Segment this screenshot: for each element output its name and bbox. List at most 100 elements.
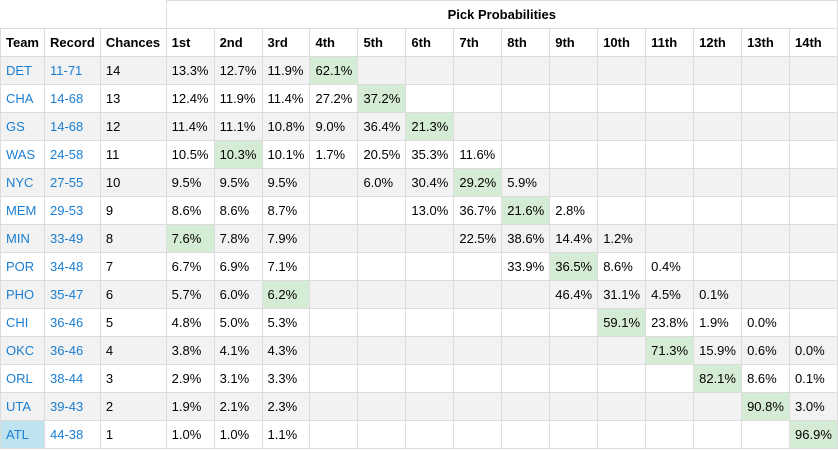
probability-cell bbox=[789, 280, 838, 309]
probability-cell bbox=[597, 196, 647, 225]
probability-cell bbox=[549, 420, 599, 449]
column-header: Chances bbox=[99, 28, 167, 57]
probability-cell bbox=[357, 420, 407, 449]
team-link[interactable]: MIN bbox=[6, 231, 30, 246]
probability-cell bbox=[357, 308, 407, 337]
record-link[interactable]: 34-48 bbox=[50, 259, 84, 274]
team-link[interactable]: MEM bbox=[6, 203, 37, 218]
record-link[interactable]: 11-71 bbox=[50, 63, 83, 78]
record-cell: 36-46 bbox=[44, 336, 101, 365]
probability-cell bbox=[741, 140, 791, 169]
table-row: MEM 29-53 9 8.6% 8.6% 8.7% 13.0% 36.7% 21.6% 2.8% bbox=[0, 196, 838, 225]
probability-cell: 1.0% bbox=[165, 420, 215, 449]
probability-cell: 8.6% bbox=[213, 196, 263, 225]
team-link[interactable]: ATL bbox=[6, 427, 29, 442]
probability-cell: 1.9% bbox=[693, 308, 743, 337]
probability-cell bbox=[501, 280, 551, 309]
probability-cell: 59.1% bbox=[597, 308, 647, 337]
record-link[interactable]: 44-38 bbox=[50, 427, 84, 442]
table-row: PHO 35-47 6 5.7% 6.0% 6.2% 46.4% 31.1% 4.5% 0.1% bbox=[0, 280, 838, 309]
record-link[interactable]: 36-46 bbox=[50, 315, 84, 330]
team-link[interactable]: PHO bbox=[6, 287, 35, 302]
probability-cell bbox=[501, 336, 551, 365]
table-body: DET 11-71 14 13.3% 12.7% 11.9% 62.1% CHA 14-68 13… bbox=[0, 56, 838, 449]
table-row: WAS 24-58 11 10.5% 10.3% 10.1% 1.7% 20.5% 35.3% 1… bbox=[0, 140, 838, 169]
probability-cell bbox=[549, 140, 599, 169]
team-link[interactable]: CHA bbox=[6, 91, 34, 106]
probability-cell bbox=[405, 84, 455, 113]
probability-cell bbox=[549, 308, 599, 337]
column-header: 14th bbox=[789, 28, 838, 57]
team-cell: ORL bbox=[0, 364, 45, 393]
probability-cell: 10.1% bbox=[261, 140, 311, 169]
probability-cell bbox=[597, 336, 647, 365]
probability-cell: 2.1% bbox=[213, 392, 263, 421]
record-link[interactable]: 14-68 bbox=[50, 91, 84, 106]
team-link[interactable]: ORL bbox=[6, 371, 33, 386]
probability-cell: 9.0% bbox=[309, 112, 359, 141]
team-cell: UTA bbox=[0, 392, 45, 421]
team-link[interactable]: DET bbox=[6, 63, 32, 78]
column-header-row: Team Record Chances 1st 2nd 3rd 4th 5th 6th 7th 8t… bbox=[0, 28, 838, 57]
team-link[interactable]: GS bbox=[6, 119, 25, 134]
record-cell: 14-68 bbox=[44, 84, 101, 113]
probability-cell: 27.2% bbox=[309, 84, 359, 113]
team-link[interactable]: WAS bbox=[6, 147, 36, 162]
probability-cell: 0.1% bbox=[693, 280, 743, 309]
record-link[interactable]: 14-68 bbox=[50, 119, 84, 134]
record-cell: 33-49 bbox=[44, 224, 101, 253]
probability-cell bbox=[453, 364, 503, 393]
table-row: GS 14-68 12 11.4% 11.1% 10.8% 9.0% 36.4% 21.3% bbox=[0, 112, 838, 141]
probability-cell: 21.6% bbox=[501, 196, 551, 225]
probability-cell: 11.4% bbox=[165, 112, 215, 141]
probability-cell bbox=[357, 196, 407, 225]
column-header: 10th bbox=[597, 28, 647, 57]
probability-cell bbox=[453, 308, 503, 337]
record-cell: 44-38 bbox=[44, 420, 101, 449]
record-cell: 27-55 bbox=[44, 168, 101, 197]
record-link[interactable]: 24-58 bbox=[50, 147, 84, 162]
record-link[interactable]: 29-53 bbox=[50, 203, 84, 218]
record-link[interactable]: 38-44 bbox=[50, 371, 84, 386]
probability-cell: 1.7% bbox=[309, 140, 359, 169]
probability-cell bbox=[789, 140, 838, 169]
team-link[interactable]: UTA bbox=[6, 399, 32, 414]
record-link[interactable]: 35-47 bbox=[50, 287, 84, 302]
probability-cell bbox=[549, 168, 599, 197]
chances-cell: 9 bbox=[99, 196, 167, 225]
probability-cell: 2.9% bbox=[165, 364, 215, 393]
team-link[interactable]: NYC bbox=[6, 175, 34, 190]
team-cell: NYC bbox=[0, 168, 45, 197]
table-header: Pick Probabilities Team Record Chances 1st 2… bbox=[0, 0, 838, 57]
probability-cell: 13.3% bbox=[165, 56, 215, 85]
record-link[interactable]: 39-43 bbox=[50, 399, 84, 414]
probability-cell bbox=[405, 224, 455, 253]
table-row: DET 11-71 14 13.3% 12.7% 11.9% 62.1% bbox=[0, 56, 838, 85]
team-cell: GS bbox=[0, 112, 45, 141]
probability-cell bbox=[597, 168, 647, 197]
probability-cell: 20.5% bbox=[357, 140, 407, 169]
column-header: 1st bbox=[165, 28, 215, 57]
probability-cell bbox=[741, 112, 791, 141]
chances-cell: 7 bbox=[99, 252, 167, 281]
chances-cell: 5 bbox=[99, 308, 167, 337]
probability-cell: 10.3% bbox=[213, 140, 263, 169]
probability-cell: 82.1% bbox=[693, 364, 743, 393]
table-row: MIN 33-49 8 7.6% 7.8% 7.9% 22.5% 38.6% 14.4% 1.2% bbox=[0, 224, 838, 253]
probability-cell: 11.4% bbox=[261, 84, 311, 113]
team-cell: OKC bbox=[0, 336, 45, 365]
probability-cell: 6.9% bbox=[213, 252, 263, 281]
probability-cell bbox=[309, 392, 359, 421]
probability-cell: 11.1% bbox=[213, 112, 263, 141]
record-link[interactable]: 36-46 bbox=[50, 343, 84, 358]
team-cell: MEM bbox=[0, 196, 45, 225]
team-link[interactable]: POR bbox=[6, 259, 35, 274]
record-link[interactable]: 33-49 bbox=[50, 231, 84, 246]
probability-cell bbox=[453, 84, 503, 113]
team-link[interactable]: CHI bbox=[6, 315, 29, 330]
record-link[interactable]: 27-55 bbox=[50, 175, 84, 190]
probability-cell: 12.4% bbox=[165, 84, 215, 113]
team-link[interactable]: OKC bbox=[6, 343, 35, 358]
table-row: NYC 27-55 10 9.5% 9.5% 9.5% 6.0% 30.4% 29.2% 5.9% bbox=[0, 168, 838, 197]
